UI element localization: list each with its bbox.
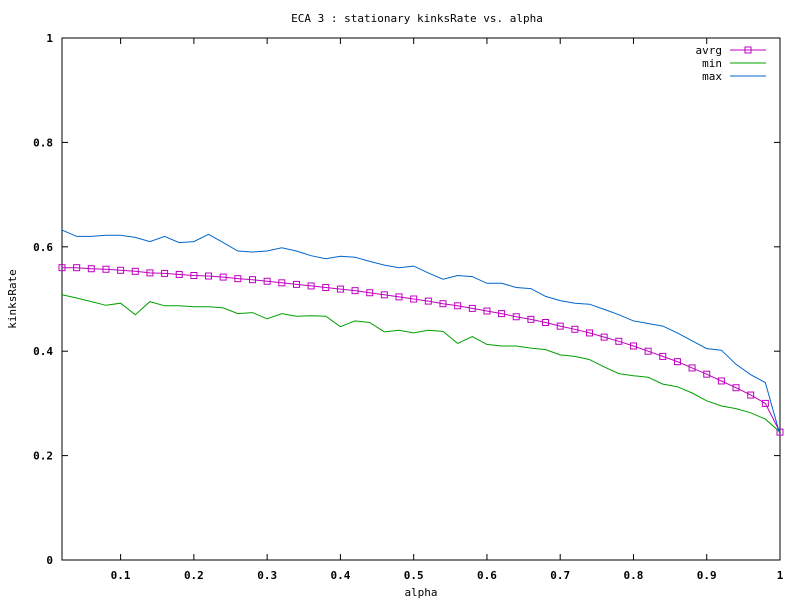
- data-point-avrg: [717, 377, 725, 385]
- data-point-avrg: [292, 280, 300, 288]
- y-tick-label: 0.6: [33, 241, 53, 254]
- y-tick-label: 0.4: [33, 345, 53, 358]
- legend-label-avrg: avrg: [696, 44, 723, 57]
- data-point-avrg: [131, 267, 139, 275]
- x-tick-label: 0.5: [404, 569, 424, 582]
- x-axis-label: alpha: [404, 586, 437, 599]
- x-tick-label: 0.6: [477, 569, 497, 582]
- data-point-avrg: [703, 370, 711, 378]
- data-point-avrg: [146, 269, 154, 277]
- legend-marker-avrg: [744, 46, 752, 54]
- data-point-avrg: [234, 275, 242, 283]
- y-tick-label: 0.2: [33, 450, 53, 463]
- y-tick-label: 0: [46, 554, 53, 567]
- data-point-avrg: [468, 304, 476, 312]
- x-tick-label: 0.3: [257, 569, 277, 582]
- data-point-avrg: [175, 270, 183, 278]
- data-point-avrg: [615, 337, 623, 345]
- series-line-max: [61, 229, 781, 435]
- data-point-avrg: [498, 310, 506, 318]
- data-point-avrg: [629, 342, 637, 350]
- data-point-avrg: [439, 300, 447, 308]
- data-point-avrg: [278, 279, 286, 287]
- data-point-avrg: [512, 313, 520, 321]
- x-tick-label: 0.1: [111, 569, 131, 582]
- data-point-avrg: [263, 277, 271, 285]
- legend-label-max: max: [702, 70, 722, 83]
- plot-frame: [61, 37, 781, 561]
- data-point-avrg: [380, 291, 388, 299]
- x-tick-label: 0.9: [697, 569, 717, 582]
- y-tick-label: 1: [46, 32, 53, 45]
- data-point-avrg: [673, 358, 681, 366]
- data-point-avrg: [483, 307, 491, 315]
- series-line-min: [61, 294, 781, 433]
- data-point-avrg: [586, 329, 594, 337]
- data-point-avrg: [117, 266, 125, 274]
- data-point-avrg: [87, 265, 95, 273]
- data-point-avrg: [688, 364, 696, 372]
- data-point-avrg: [336, 285, 344, 293]
- data-point-avrg: [307, 282, 315, 290]
- data-point-avrg: [351, 287, 359, 295]
- series-layer: [58, 229, 784, 436]
- data-point-avrg: [58, 264, 66, 272]
- axis-ticks: 0.1 0.2 0.3 0.4 0.5 0.6 0.7 0.8 0.9 1 0 0.2 0.4 0.6 0.…: [33, 32, 784, 582]
- data-point-avrg: [73, 264, 81, 272]
- data-point-avrg: [205, 272, 213, 280]
- data-point-avrg: [732, 384, 740, 392]
- x-tick-label: 0.7: [550, 569, 570, 582]
- y-tick-label: 0.8: [33, 136, 53, 149]
- data-point-avrg: [747, 391, 755, 399]
- data-point-avrg: [322, 284, 330, 292]
- data-point-avrg: [424, 297, 432, 305]
- data-point-avrg: [395, 293, 403, 301]
- data-point-avrg: [776, 428, 784, 436]
- chart-title: ECA 3 : stationary kinksRate vs. alpha: [291, 12, 543, 25]
- x-tick-label: 0.8: [624, 569, 644, 582]
- x-tick-label: 1: [777, 569, 784, 582]
- data-point-avrg: [219, 273, 227, 281]
- data-point-avrg: [644, 347, 652, 355]
- data-point-avrg: [102, 265, 110, 273]
- data-point-avrg: [161, 269, 169, 277]
- x-tick-label: 0.2: [184, 569, 204, 582]
- data-point-avrg: [556, 322, 564, 330]
- series-line-avrg: [62, 267, 781, 433]
- data-point-avrg: [366, 289, 374, 297]
- legend-label-min: min: [702, 57, 722, 70]
- data-point-avrg: [248, 276, 256, 284]
- data-point-avrg: [600, 333, 608, 341]
- data-point-avrg: [542, 318, 550, 326]
- data-point-avrg: [659, 352, 667, 360]
- data-point-avrg: [571, 325, 579, 333]
- data-point-avrg: [454, 302, 462, 310]
- data-point-avrg: [761, 399, 769, 407]
- data-point-avrg: [190, 272, 198, 280]
- data-point-avrg: [527, 315, 535, 323]
- data-point-avrg: [410, 295, 418, 303]
- y-axis-label: kinksRate: [6, 269, 19, 329]
- x-tick-label: 0.4: [330, 569, 350, 582]
